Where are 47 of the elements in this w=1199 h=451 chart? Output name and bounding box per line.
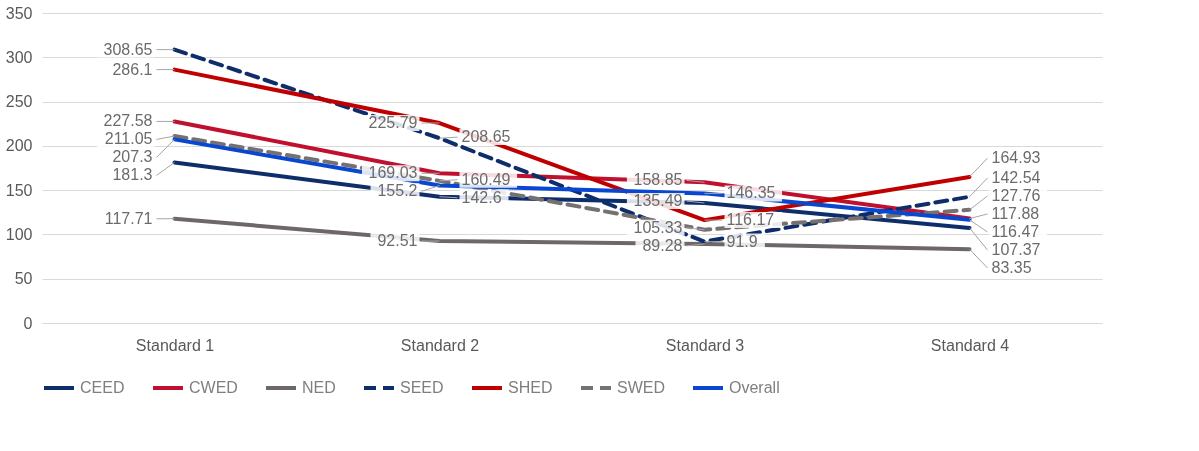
x-tick-label: Standard 4 bbox=[930, 336, 1010, 354]
data-label: 146.35 bbox=[726, 184, 776, 202]
data-label: 117.71 bbox=[104, 209, 153, 227]
data-label: 169.03 bbox=[368, 164, 418, 182]
data-label: 308.65 bbox=[103, 40, 153, 58]
y-tick-label: 100 bbox=[5, 225, 33, 243]
data-label: 116.17 bbox=[726, 211, 775, 229]
data-label: 127.76 bbox=[991, 186, 1041, 204]
legend-label: NED bbox=[302, 379, 336, 396]
data-label: 89.28 bbox=[642, 236, 683, 254]
data-label: 105.33 bbox=[633, 218, 683, 236]
data-label: 225.79 bbox=[368, 114, 418, 132]
data-label: 142.54 bbox=[991, 168, 1041, 186]
data-label: 92.51 bbox=[377, 232, 418, 250]
data-label: 142.6 bbox=[461, 188, 502, 206]
y-tick-label: 50 bbox=[14, 270, 33, 288]
data-label: 211.05 bbox=[104, 130, 153, 148]
data-label: 227.58 bbox=[103, 112, 153, 130]
x-tick-label: Standard 3 bbox=[665, 336, 745, 354]
legend-label: SWED bbox=[617, 379, 665, 396]
data-label: 107.37 bbox=[991, 240, 1041, 258]
data-label: 117.88 bbox=[991, 204, 1040, 222]
data-label: 135.49 bbox=[633, 192, 683, 210]
data-label: 208.65 bbox=[461, 128, 511, 146]
y-tick-label: 150 bbox=[5, 181, 33, 199]
y-tick-label: 250 bbox=[5, 93, 33, 111]
legend-label: SEED bbox=[400, 379, 444, 396]
x-tick-label: Standard 2 bbox=[400, 336, 480, 354]
y-tick-label: 350 bbox=[5, 4, 33, 22]
legend-label: CWED bbox=[189, 379, 238, 396]
legend-label: SHED bbox=[508, 379, 553, 396]
legend-label: CEED bbox=[80, 379, 125, 396]
data-label: 181.3 bbox=[112, 166, 153, 184]
data-label: 207.3 bbox=[112, 148, 153, 166]
data-label: 286.1 bbox=[112, 60, 153, 78]
data-label: 164.93 bbox=[991, 149, 1041, 167]
data-label: 83.35 bbox=[991, 258, 1032, 276]
legend-label: Overall bbox=[729, 379, 780, 396]
data-label: 155.2 bbox=[377, 182, 418, 200]
data-label: 160.49 bbox=[461, 170, 511, 188]
data-label: 158.85 bbox=[633, 171, 683, 189]
data-label: 116.47 bbox=[991, 222, 1040, 240]
y-tick-label: 300 bbox=[5, 48, 33, 66]
y-tick-label: 200 bbox=[5, 137, 33, 155]
x-tick-label: Standard 1 bbox=[135, 336, 215, 354]
data-label: 91.9 bbox=[726, 232, 758, 250]
y-tick-label: 0 bbox=[23, 314, 33, 332]
